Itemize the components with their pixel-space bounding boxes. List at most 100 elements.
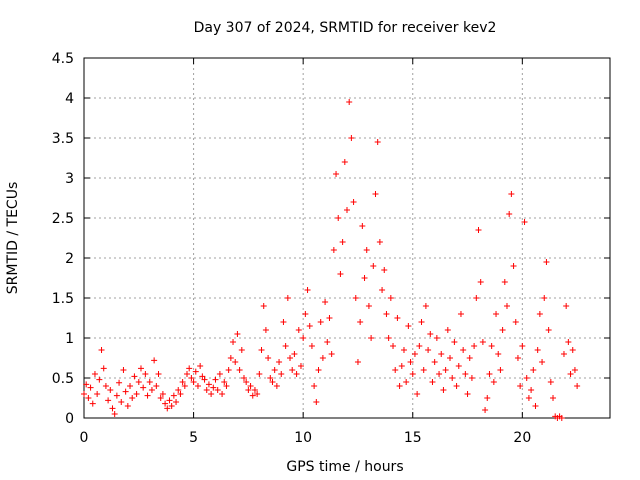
data-point bbox=[433, 335, 440, 341]
data-point bbox=[383, 311, 390, 317]
data-point bbox=[352, 295, 359, 301]
data-point bbox=[482, 407, 489, 413]
data-point bbox=[571, 367, 578, 373]
data-points bbox=[81, 99, 581, 421]
data-point bbox=[528, 387, 535, 393]
data-point bbox=[113, 392, 120, 399]
data-point bbox=[400, 347, 407, 353]
data-point bbox=[186, 365, 193, 372]
data-point bbox=[210, 384, 217, 391]
data-point bbox=[300, 335, 307, 341]
data-point bbox=[225, 367, 232, 373]
chart-title: Day 307 of 2024, SRMTID for receiver kev… bbox=[194, 20, 497, 36]
data-point bbox=[490, 379, 497, 385]
data-point bbox=[536, 311, 543, 317]
data-point bbox=[488, 343, 495, 349]
data-point bbox=[407, 359, 414, 365]
data-point bbox=[159, 391, 166, 397]
y-tick-label: 0.5 bbox=[52, 371, 74, 387]
data-point bbox=[199, 373, 206, 380]
data-point bbox=[519, 343, 526, 349]
data-point bbox=[374, 139, 381, 145]
data-point bbox=[306, 323, 313, 329]
data-point bbox=[313, 399, 320, 405]
data-point bbox=[563, 303, 570, 309]
data-point bbox=[109, 405, 116, 412]
data-point bbox=[273, 383, 280, 389]
data-point bbox=[409, 371, 416, 377]
data-point bbox=[153, 383, 160, 389]
data-point bbox=[190, 379, 197, 385]
data-point bbox=[569, 347, 576, 353]
x-tick-label: 20 bbox=[513, 430, 531, 446]
data-point bbox=[258, 347, 265, 353]
data-point bbox=[256, 371, 263, 377]
data-point bbox=[324, 339, 331, 345]
data-point bbox=[291, 351, 298, 357]
data-point bbox=[525, 395, 532, 401]
data-point bbox=[346, 99, 353, 105]
data-point bbox=[466, 355, 473, 361]
data-point bbox=[83, 381, 90, 388]
data-point bbox=[262, 327, 269, 333]
data-point bbox=[192, 368, 199, 375]
data-point bbox=[168, 403, 175, 409]
data-point bbox=[394, 315, 401, 321]
data-point bbox=[473, 295, 480, 301]
data-point bbox=[558, 415, 565, 421]
data-point bbox=[348, 135, 355, 141]
data-point bbox=[416, 343, 423, 349]
data-point bbox=[297, 363, 304, 369]
data-point bbox=[512, 319, 519, 325]
x-tick-label: 0 bbox=[80, 430, 89, 446]
data-point bbox=[501, 279, 508, 285]
data-point bbox=[107, 387, 114, 393]
data-point bbox=[387, 295, 394, 301]
data-point bbox=[175, 387, 182, 393]
data-point bbox=[495, 351, 502, 357]
data-point bbox=[493, 311, 500, 317]
y-tick-label: 4.5 bbox=[52, 51, 74, 67]
data-point bbox=[91, 371, 98, 377]
data-point bbox=[133, 391, 140, 397]
data-point bbox=[102, 383, 109, 389]
data-point bbox=[451, 339, 458, 345]
y-tick-label: 4 bbox=[65, 91, 74, 107]
data-point bbox=[418, 319, 425, 325]
axis-ticks: 0 0.5 1 1.5 2 2.5 3 3.5 4 4.5 0 5 10 15 20 bbox=[52, 51, 610, 446]
data-point bbox=[547, 379, 554, 385]
data-point bbox=[238, 347, 245, 353]
data-point bbox=[214, 387, 221, 393]
data-point bbox=[341, 159, 348, 165]
data-point bbox=[221, 379, 228, 385]
data-point bbox=[339, 239, 346, 245]
data-point bbox=[287, 355, 294, 361]
data-point bbox=[405, 323, 412, 329]
data-point bbox=[333, 171, 340, 177]
data-point bbox=[376, 239, 383, 245]
data-point bbox=[449, 375, 456, 381]
data-point bbox=[96, 376, 103, 383]
y-tick-label: 2 bbox=[65, 251, 74, 267]
x-tick-label: 10 bbox=[294, 430, 312, 446]
data-point bbox=[166, 397, 173, 404]
data-point bbox=[411, 351, 418, 357]
data-point bbox=[468, 375, 475, 381]
data-point bbox=[157, 395, 164, 401]
data-point bbox=[534, 347, 541, 353]
data-point bbox=[484, 395, 491, 401]
data-point bbox=[396, 383, 403, 389]
data-point bbox=[363, 247, 370, 253]
data-point bbox=[120, 367, 127, 373]
data-point bbox=[315, 367, 322, 373]
grid-lines bbox=[84, 58, 610, 418]
x-tick-label: 5 bbox=[189, 430, 198, 446]
data-point bbox=[344, 207, 350, 213]
data-point bbox=[545, 327, 552, 333]
data-point bbox=[151, 357, 158, 364]
data-point bbox=[87, 384, 94, 391]
data-point bbox=[89, 400, 96, 407]
data-point bbox=[212, 376, 219, 383]
data-point bbox=[216, 371, 223, 377]
data-point bbox=[208, 391, 215, 397]
